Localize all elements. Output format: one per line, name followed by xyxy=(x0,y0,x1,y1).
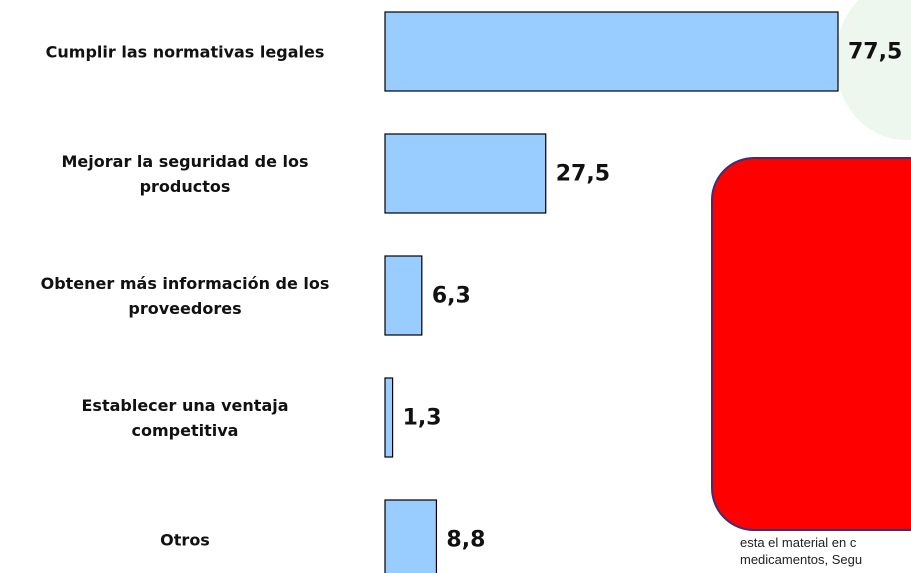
value-label: 27,5 xyxy=(555,161,611,186)
bar xyxy=(384,255,423,336)
note-text: medicamentos, Segu xyxy=(740,552,863,567)
bar xyxy=(384,499,438,573)
category-label: Mejorar la seguridad de los productos xyxy=(61,151,309,196)
bar xyxy=(384,133,547,214)
value-label: 77,5 xyxy=(848,39,903,64)
category-label: Cumplir las normativas legales xyxy=(45,42,325,61)
value-label: 8,8 xyxy=(446,527,486,552)
background-shape xyxy=(835,0,911,140)
value-label: 6,3 xyxy=(431,283,471,308)
category-label: Obtener más información de los proveedor… xyxy=(40,273,330,318)
category-label: Otros xyxy=(160,530,210,549)
bar xyxy=(384,377,394,458)
note-text: esta el material en c xyxy=(740,535,857,550)
category-label: Establecer una ventaja competitiva xyxy=(81,395,289,440)
bar xyxy=(384,11,839,92)
value-label: 1,3 xyxy=(402,405,442,430)
